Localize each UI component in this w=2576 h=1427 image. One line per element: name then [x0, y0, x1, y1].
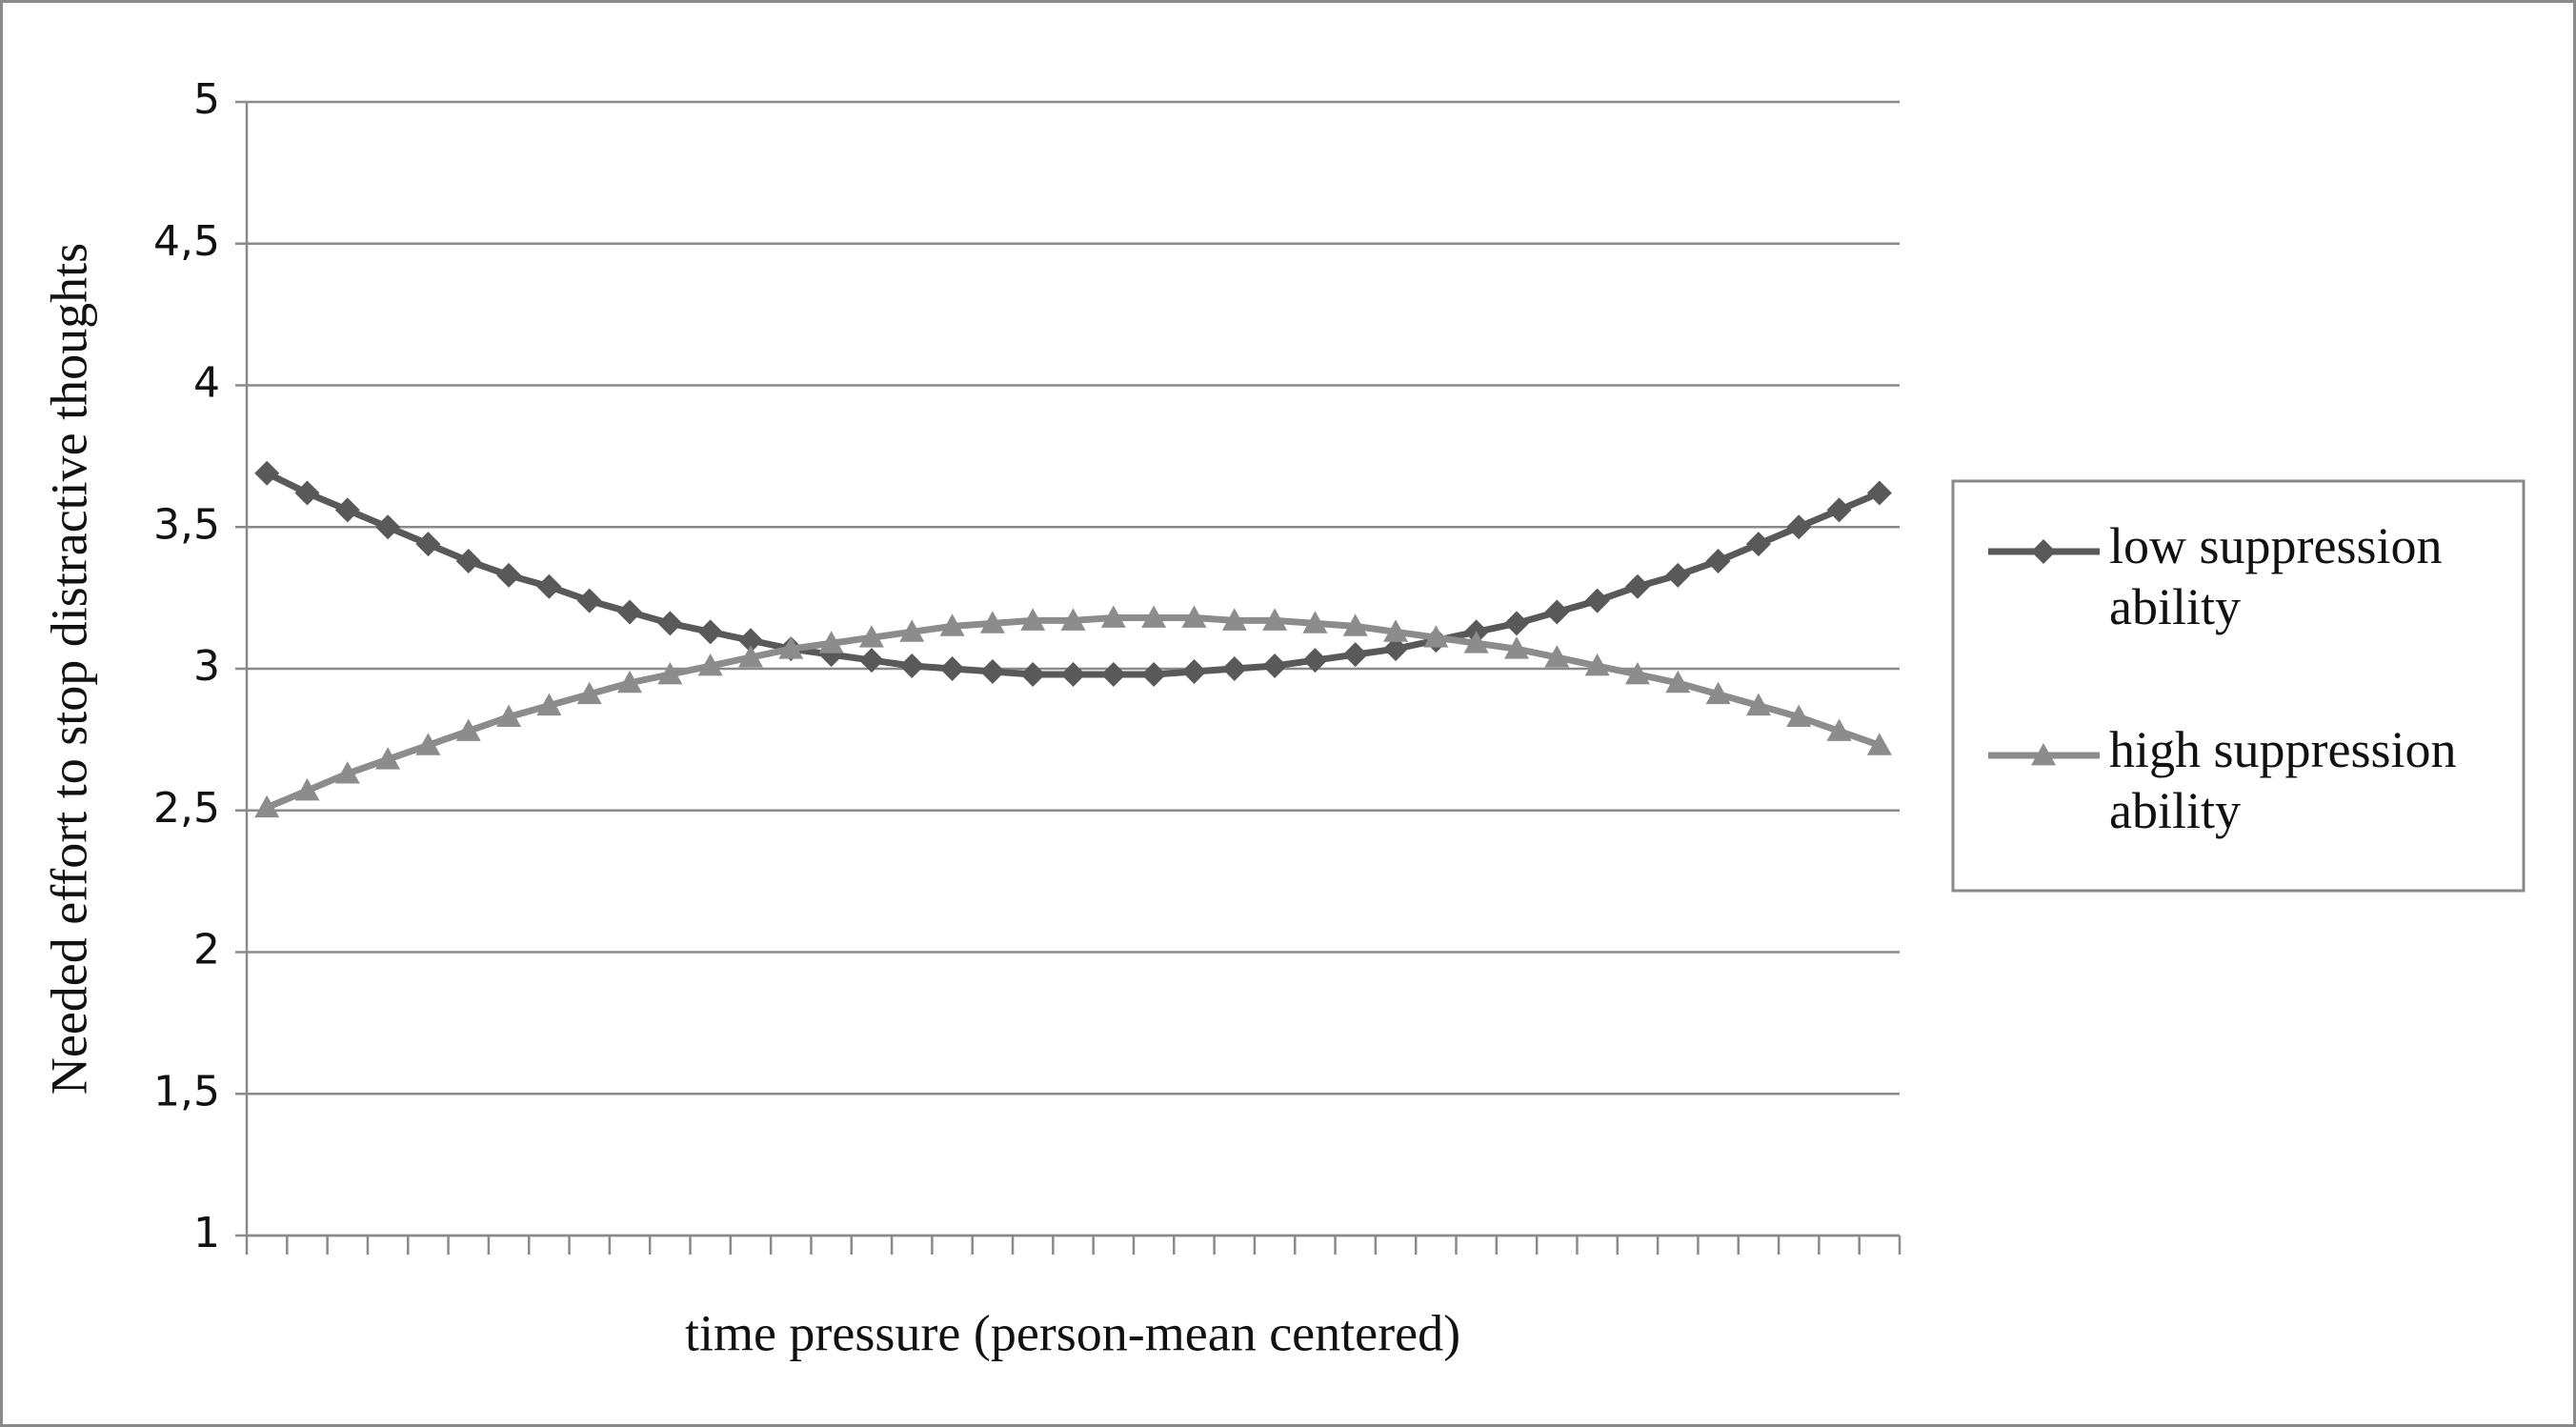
marker	[1020, 608, 1046, 631]
marker	[1866, 480, 1892, 506]
marker	[1060, 661, 1086, 687]
marker	[1584, 588, 1610, 613]
marker	[294, 777, 320, 801]
marker	[1544, 645, 1570, 668]
marker	[496, 704, 522, 727]
y-tick-label: 3,5	[153, 500, 220, 549]
marker	[1665, 562, 1691, 588]
legend-label: high suppression ability	[2109, 721, 2457, 839]
marker	[818, 631, 844, 653]
marker	[1181, 658, 1207, 684]
marker	[2031, 539, 2056, 564]
marker	[496, 562, 522, 588]
marker	[1826, 497, 1852, 523]
marker	[939, 613, 965, 636]
marker	[899, 653, 925, 679]
marker	[334, 761, 360, 784]
y-tick-label: 1	[193, 1209, 220, 1257]
marker	[576, 588, 602, 613]
marker	[536, 573, 562, 599]
marker	[899, 619, 925, 642]
marker	[455, 718, 481, 741]
marker	[1262, 608, 1288, 631]
marker	[697, 619, 723, 645]
marker	[979, 611, 1005, 633]
marker	[1100, 605, 1126, 628]
legend-label: low suppression ability	[2109, 517, 2443, 635]
marker	[657, 611, 683, 636]
marker	[375, 514, 401, 540]
marker	[1463, 631, 1489, 653]
marker	[858, 625, 884, 648]
marker	[1221, 608, 1247, 631]
marker	[1786, 514, 1812, 540]
marker	[1624, 573, 1650, 599]
marker	[1503, 636, 1529, 659]
marker	[1302, 648, 1328, 673]
marker	[254, 794, 280, 818]
marker	[1302, 611, 1328, 633]
marker	[697, 653, 723, 676]
marker	[294, 480, 320, 506]
y-tick-label: 4	[193, 359, 220, 408]
marker	[617, 670, 643, 693]
marker	[1745, 693, 1771, 716]
marker	[415, 532, 441, 557]
marker	[334, 497, 360, 523]
marker	[1866, 733, 1892, 755]
marker	[1423, 625, 1449, 648]
marker	[1665, 670, 1691, 693]
marker	[1624, 661, 1650, 685]
marker	[1342, 642, 1368, 668]
y-tick-label: 4,5	[153, 217, 220, 266]
marker	[1060, 608, 1086, 631]
marker	[737, 645, 763, 668]
marker	[1826, 718, 1852, 741]
marker	[617, 599, 643, 625]
y-tick-label: 5	[193, 75, 220, 124]
x-axis-label: time pressure (person-mean centered)	[685, 1304, 1460, 1361]
marker	[254, 460, 280, 486]
marker	[1383, 619, 1409, 642]
marker	[858, 648, 884, 673]
marker	[1786, 704, 1812, 727]
marker	[1020, 661, 1046, 687]
marker	[979, 658, 1005, 684]
marker	[455, 548, 481, 573]
marker	[778, 636, 804, 659]
marker	[576, 681, 602, 705]
marker	[1342, 613, 1368, 636]
y-tick-label: 1,5	[153, 1067, 220, 1115]
marker	[1141, 661, 1167, 687]
marker	[657, 661, 683, 685]
marker	[536, 693, 562, 716]
marker	[1383, 636, 1409, 662]
marker	[1705, 548, 1731, 573]
y-tick-label: 2	[193, 926, 220, 975]
y-axis-label: Needed effort to stop distractive though…	[40, 243, 97, 1095]
marker	[1100, 661, 1126, 687]
marker	[737, 628, 763, 653]
marker	[1221, 656, 1247, 681]
marker	[1745, 532, 1771, 557]
marker	[375, 747, 401, 770]
marker	[939, 656, 965, 681]
marker	[1544, 599, 1570, 625]
marker	[1181, 605, 1207, 628]
marker	[1584, 653, 1610, 676]
marker	[415, 733, 441, 755]
marker	[1262, 653, 1288, 679]
marker	[1503, 611, 1529, 636]
y-tick-label: 2,5	[153, 784, 220, 833]
marker	[2031, 743, 2056, 766]
marker	[1705, 681, 1731, 705]
y-tick-label: 3	[193, 642, 220, 691]
marker	[1141, 605, 1167, 628]
